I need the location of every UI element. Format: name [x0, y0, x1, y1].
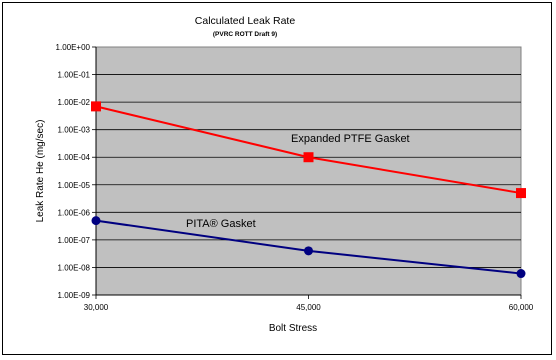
y-tick-label: 1.00E-04: [58, 153, 91, 162]
x-tick-label: 60,000: [509, 303, 534, 312]
x-axis-label: Bolt Stress: [269, 323, 317, 334]
series-layer: [91, 101, 526, 279]
x-axis-ticks: 30,000 45,000 60,000: [84, 294, 534, 312]
data-point: [91, 101, 101, 112]
gridlines: [96, 74, 521, 268]
pita-gasket-label: PITA® Gasket: [186, 218, 256, 230]
data-point: [303, 152, 314, 163]
y-tick-label: 1.00E-03: [58, 126, 91, 135]
y-axis-label: Leak Rate He (mg/sec): [35, 120, 46, 223]
data-point: [516, 269, 526, 279]
expanded-ptfe-gasket-label: Expanded PTFE Gasket: [291, 133, 410, 145]
data-point: [304, 246, 313, 256]
y-axis-ticks: 1.00E+00 1.00E-01 1.00E-02 1.00E-03 1.00E-04…: [56, 43, 97, 300]
data-point: [91, 216, 101, 226]
x-tick-label: 30,000: [84, 303, 109, 312]
y-tick-label: 1.00E-07: [58, 236, 91, 245]
y-tick-label: 1.00E-02: [58, 98, 91, 107]
y-tick-label: 1.00E+00: [56, 43, 91, 52]
plot-area: [95, 46, 522, 296]
chart-subtitle: (PVRC ROTT Draft 9): [213, 31, 277, 38]
chart-title: Calculated Leak Rate: [195, 15, 296, 27]
y-tick-label: 1.00E-06: [58, 208, 91, 217]
data-point: [516, 188, 526, 199]
y-tick-label: 1.00E-05: [58, 181, 91, 190]
y-tick-label: 1.00E-08: [58, 263, 91, 272]
x-tick-label: 45,000: [296, 303, 321, 312]
y-tick-label: 1.00E-01: [58, 71, 91, 80]
y-tick-label: 1.00E-09: [58, 291, 91, 300]
